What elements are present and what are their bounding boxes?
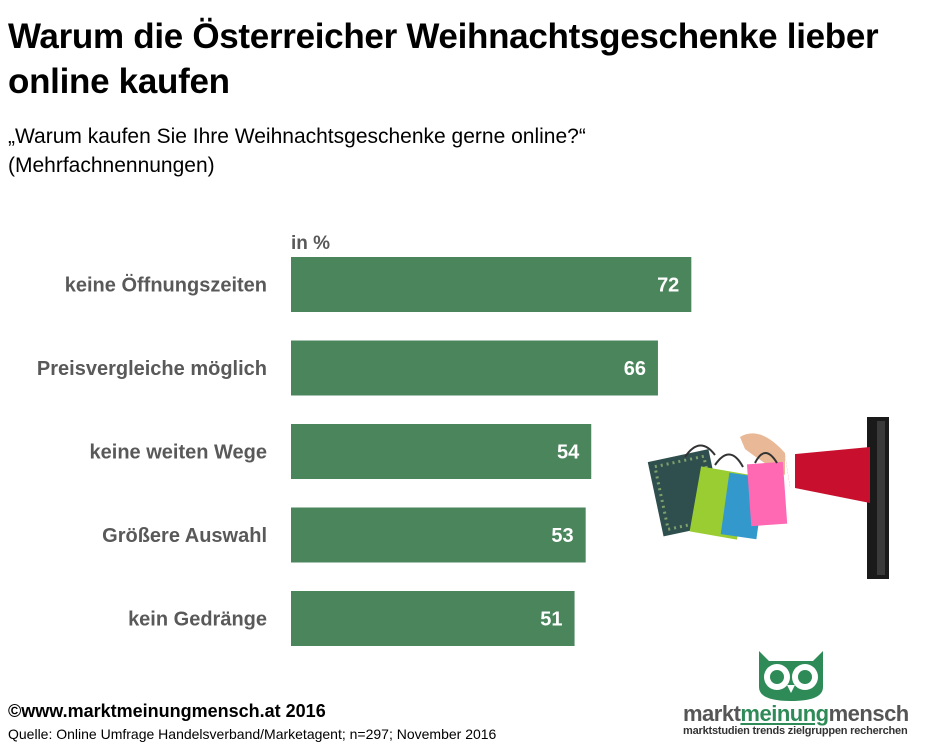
category-label: Preisvergleiche möglich [37, 358, 267, 380]
bar-chart-svg: in % keine Öffnungszeiten 72 Preisvergleich… [37, 233, 692, 646]
value-label: 72 [657, 275, 679, 297]
logo-tagline: marktstudien trends zielgruppen recherch… [683, 725, 908, 737]
chart-subtitle: „Warum kaufen Sie Ihre Weihnachtsgeschen… [8, 122, 888, 180]
category-label: keine weiten Wege [90, 442, 267, 464]
bar [291, 591, 575, 646]
logo-wordmark: marktmeinungmensch [683, 701, 909, 727]
category-label: keine Öffnungszeiten [65, 274, 267, 297]
owl-icon [759, 651, 823, 701]
bar-chart: in % keine Öffnungszeiten 72 Preisvergleich… [0, 225, 933, 665]
chart-title: Warum die Österreicher Weihnachtsgeschen… [8, 17, 879, 101]
unit-label: in % [291, 233, 330, 254]
value-label: 53 [551, 525, 573, 547]
copyright-text: ©www.marktmeinungmensch.at 2016 [8, 701, 326, 721]
subtitle-note: (Mehrfachnennungen) [8, 154, 215, 177]
logo-word-mid: meinung [740, 701, 829, 726]
bar [291, 257, 692, 312]
category-label: kein Gedränge [128, 609, 267, 631]
bar [291, 507, 586, 563]
value-label: 51 [540, 609, 562, 631]
subtitle-question: „Warum kaufen Sie Ihre Weihnachtsgeschen… [8, 125, 586, 148]
value-label: 54 [557, 442, 580, 464]
logo-word-left: markt [683, 701, 741, 726]
shopping-bags-illustration [645, 415, 890, 580]
logo-word-right: mensch [828, 701, 910, 726]
value-label: 66 [624, 358, 646, 380]
bar [291, 340, 658, 396]
category-label: Größere Auswahl [102, 525, 267, 547]
source-text: Quelle: Online Umfrage Handelsverband/Ma… [8, 726, 497, 742]
brand-logo: marktmeinungmensch marktstudien trends z… [683, 647, 915, 742]
bar [291, 424, 592, 479]
